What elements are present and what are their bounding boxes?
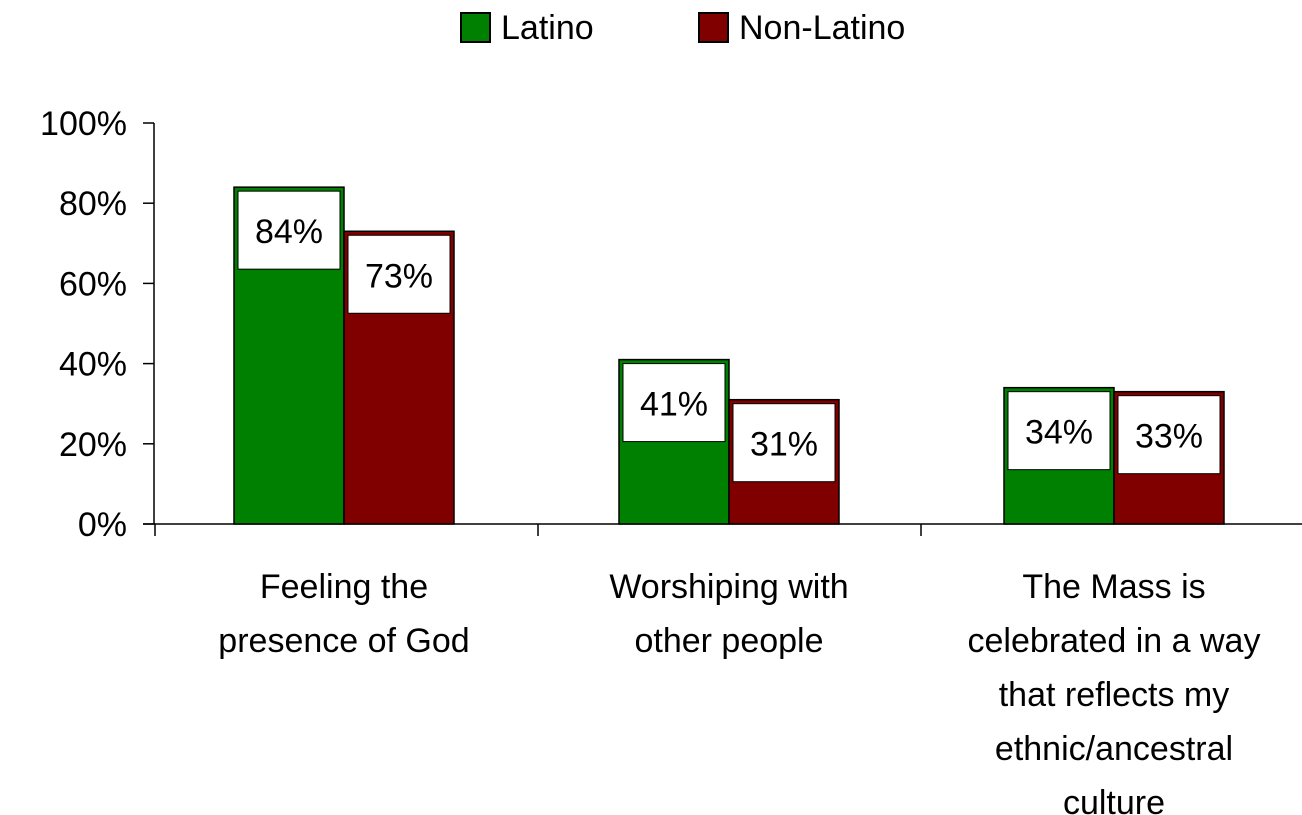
y-tick-label: 20% xyxy=(59,426,127,464)
data-label-box xyxy=(732,403,836,483)
legend: Latino Non-Latino xyxy=(460,9,905,47)
y-tick-label: 100% xyxy=(40,105,127,143)
x-category-label: celebrated in a way xyxy=(968,622,1261,660)
data-label-box xyxy=(347,234,451,314)
data-label: 34% xyxy=(1025,414,1093,452)
y-tick-label: 40% xyxy=(59,346,127,384)
data-label-box xyxy=(237,190,341,270)
data-label-box xyxy=(622,363,726,443)
x-category-label: other people xyxy=(634,622,823,660)
x-category-label: culture xyxy=(1063,784,1165,815)
x-category-label: Feeling the xyxy=(260,568,428,606)
data-label: 73% xyxy=(365,257,433,295)
y-axis: 0% 20% 40% 60% 80% 100% xyxy=(40,105,155,544)
x-category-label: ethnic/ancestral xyxy=(995,730,1233,768)
data-label: 84% xyxy=(255,213,323,251)
y-tick-label: 60% xyxy=(59,265,127,303)
x-category-label: The Mass is xyxy=(1022,568,1205,606)
data-label: 41% xyxy=(640,386,708,424)
x-axis: Feeling the presence of God Worshiping wit… xyxy=(143,523,1302,815)
data-labels: 84% 41% 34% 73% 31% 33% xyxy=(237,190,1221,483)
legend-swatch-non-latino xyxy=(698,12,729,43)
data-label-box xyxy=(1117,395,1221,475)
x-category-label: presence of God xyxy=(218,622,469,660)
data-label: 33% xyxy=(1135,418,1203,456)
x-category-label: that reflects my xyxy=(999,676,1230,714)
legend-label-latino: Latino xyxy=(501,9,594,47)
x-category-label: Worshiping with xyxy=(609,568,848,606)
legend-label-non-latino: Non-Latino xyxy=(739,9,905,47)
legend-swatch-latino xyxy=(460,12,491,43)
data-label: 31% xyxy=(750,426,818,464)
y-tick-label: 80% xyxy=(59,185,127,223)
y-tick-label: 0% xyxy=(78,506,127,544)
data-label-box xyxy=(1007,391,1111,471)
